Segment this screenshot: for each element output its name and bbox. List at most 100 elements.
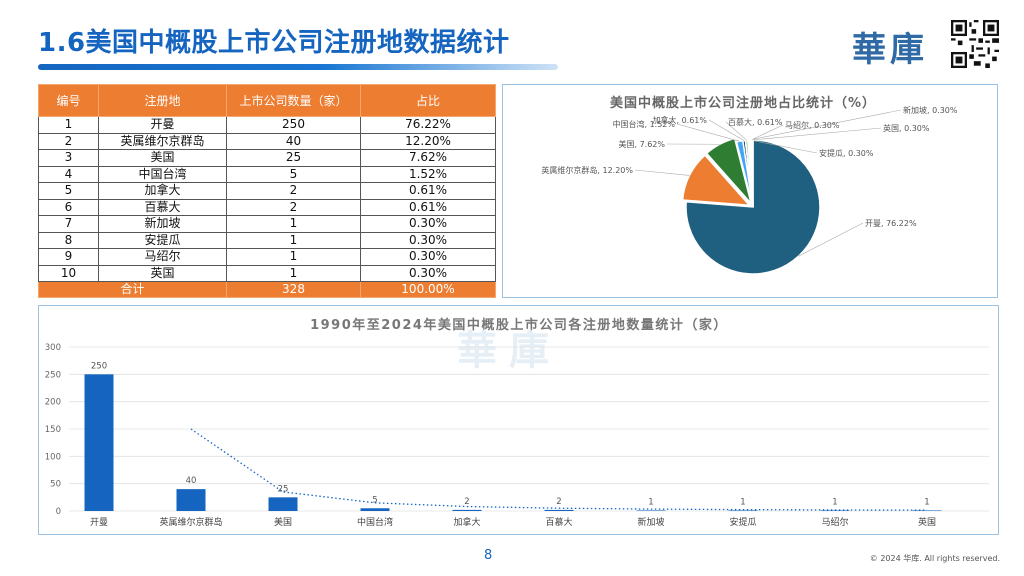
cell-count: 1 (226, 215, 361, 233)
pie-slice-label: 美国, 7.62% (619, 139, 666, 149)
pie-slice-label: 中国台湾, 1.52% (613, 119, 676, 129)
cell-count: 2 (226, 182, 361, 200)
y-tick-label: 150 (45, 425, 61, 435)
bar (728, 510, 758, 511)
total-count: 328 (226, 281, 361, 298)
page-title: 1.6美国中概股上市公司注册地数据统计 (38, 28, 510, 58)
pie-slice (705, 137, 752, 204)
table-row: 2 英属维尔京群岛 40 12.20% (38, 132, 496, 150)
pie-slice-label: 英国, 0.30% (883, 123, 930, 133)
cell-share: 7.62% (360, 149, 496, 167)
bar (360, 508, 390, 511)
copyright-notice: © 2024 华库. All rights reserved. (869, 554, 1000, 563)
x-tick-label: 百慕大 (545, 516, 572, 528)
bar-value-label: 1 (924, 497, 929, 507)
table-row: 7 新加坡 1 0.30% (38, 215, 496, 233)
col-header-id: 编号 (38, 84, 99, 117)
bar (820, 510, 850, 511)
col-header-share: 占比 (360, 84, 496, 117)
cell-location: 英国 (98, 264, 227, 282)
pie-leader-line (798, 222, 864, 257)
total-label: 合计 (38, 281, 227, 298)
cell-share: 12.20% (360, 132, 496, 150)
pie-slice-label: 英属维尔京群岛, 12.20% (541, 165, 633, 175)
table-row: 8 安提瓜 1 0.30% (38, 231, 496, 249)
bar (636, 510, 666, 511)
y-tick-label: 250 (45, 370, 61, 380)
pie-slice-label: 百慕大, 0.61% (728, 117, 783, 127)
pie-slice-label: 开曼, 76.22% (865, 219, 917, 228)
cell-location: 开曼 (98, 116, 227, 134)
table-row: 3 美国 25 7.62% (38, 149, 496, 167)
total-share: 100.00% (360, 281, 496, 298)
cell-count: 1 (226, 264, 361, 282)
table-total-row: 合计 328 100.00% (38, 281, 496, 298)
table-header-row: 编号 注册地 上市公司数量（家） 占比 (38, 84, 496, 117)
cell-share: 76.22% (360, 116, 496, 134)
cell-id: 4 (38, 165, 99, 183)
pie-slice-label: 新加坡, 0.30% (903, 105, 958, 115)
bar-value-label: 40 (186, 476, 197, 486)
cell-id: 2 (38, 132, 99, 150)
pie-leader-line (752, 127, 882, 141)
bar (176, 489, 206, 511)
cell-location: 加拿大 (98, 182, 227, 200)
x-tick-label: 新加坡 (637, 516, 664, 528)
y-tick-label: 50 (50, 480, 61, 490)
bar-value-label: 5 (372, 495, 377, 505)
cell-count: 1 (226, 231, 361, 249)
cell-id: 8 (38, 231, 99, 249)
cell-id: 1 (38, 116, 99, 134)
qr-code-icon (951, 20, 999, 68)
cell-id: 3 (38, 149, 99, 167)
col-header-location: 注册地 (98, 84, 227, 117)
bar-value-label: 2 (556, 497, 561, 507)
pie-leader-line (725, 121, 747, 141)
bar-value-label: 1 (832, 497, 837, 507)
bar (452, 509, 482, 511)
y-tick-label: 100 (45, 452, 61, 462)
col-header-count: 上市公司数量（家） (226, 84, 361, 117)
cell-id: 9 (38, 248, 99, 266)
table-row: 9 马绍尔 1 0.30% (38, 248, 496, 266)
bar (912, 510, 942, 511)
cell-share: 0.30% (360, 248, 496, 266)
pie-chart-panel: 美国中概股上市公司注册地占比统计（%） 开曼, 76.22% 英属维尔京群岛, 12… (502, 84, 998, 298)
pie-leader-line (750, 124, 784, 141)
cell-location: 中国台湾 (98, 165, 227, 183)
bar-value-label: 25 (278, 484, 289, 494)
cell-count: 1 (226, 248, 361, 266)
bar (544, 509, 574, 511)
pie-leader-line (676, 123, 740, 142)
cell-share: 0.61% (360, 182, 496, 200)
bar-chart-title: 1990年至2024年美国中概股上市公司各注册地数量统计（家） (310, 317, 728, 333)
bar-value-label: 1 (648, 497, 653, 507)
pie-leader-line (748, 109, 902, 141)
pie-slice-label: 马绍尔, 0.30% (785, 120, 840, 130)
cell-location: 新加坡 (98, 215, 227, 233)
pie-leader-line (708, 119, 745, 141)
title-underline (38, 64, 558, 70)
bar-chart-panel: 1990年至2024年美国中概股上市公司各注册地数量统计（家） 華庫 0 50 100 1… (38, 305, 999, 535)
x-tick-label: 英国 (918, 516, 936, 528)
pie-chart: 美国中概股上市公司注册地占比统计（%） 开曼, 76.22% 英属维尔京群岛, 12… (541, 95, 958, 275)
x-tick-label: 英属维尔京群岛 (159, 516, 222, 528)
bar-value-label: 2 (464, 497, 469, 507)
table-row: 6 百慕大 2 0.61% (38, 198, 496, 216)
pie-leader-line (634, 169, 690, 176)
cell-share: 0.61% (360, 198, 496, 216)
table-row: 4 中国台湾 5 1.52% (38, 165, 496, 183)
pie-leader-line (749, 139, 818, 154)
y-tick-label: 200 (45, 398, 61, 408)
cell-count: 40 (226, 132, 361, 150)
table-row: 5 加拿大 2 0.61% (38, 182, 496, 200)
cell-id: 10 (38, 264, 99, 282)
x-tick-label: 中国台湾 (357, 516, 393, 528)
bar-chart: 1990年至2024年美国中概股上市公司各注册地数量统计（家）華庫 0 50 100 1… (45, 317, 989, 528)
cell-share: 0.30% (360, 264, 496, 282)
cell-share: 0.30% (360, 231, 496, 249)
cell-share: 1.52% (360, 165, 496, 183)
bar-value-label: 250 (91, 361, 107, 371)
table-row: 10 英国 1 0.30% (38, 264, 496, 282)
x-tick-label: 美国 (274, 516, 292, 528)
